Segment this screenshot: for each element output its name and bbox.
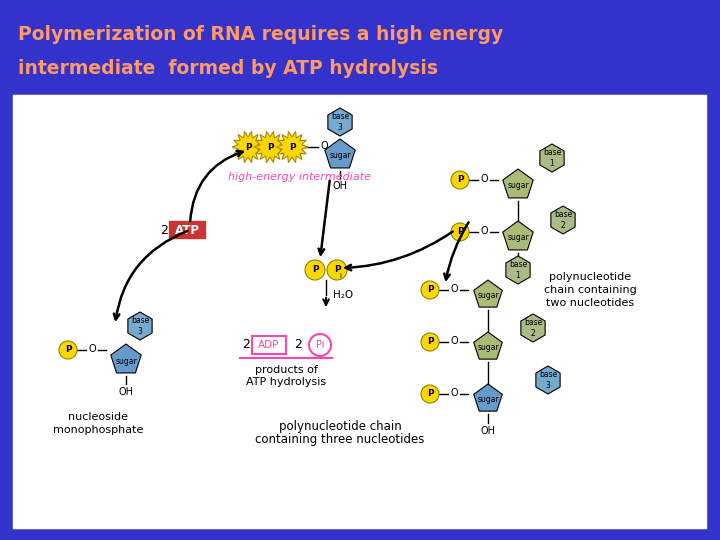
Circle shape	[421, 385, 439, 403]
Text: OH: OH	[480, 426, 495, 436]
Text: base
2: base 2	[554, 210, 572, 230]
Text: containing three nucleotides: containing three nucleotides	[256, 433, 425, 446]
Text: sugar: sugar	[507, 233, 529, 242]
Text: base
2: base 2	[524, 318, 542, 338]
Text: base
3: base 3	[331, 112, 349, 132]
Text: products of: products of	[255, 365, 318, 375]
Text: P: P	[312, 266, 318, 274]
Text: O: O	[450, 336, 458, 346]
Text: sugar: sugar	[477, 292, 499, 300]
Text: two nucleotides: two nucleotides	[546, 298, 634, 308]
Polygon shape	[254, 131, 286, 163]
Polygon shape	[521, 314, 545, 342]
Polygon shape	[506, 256, 530, 284]
Circle shape	[305, 260, 325, 280]
Polygon shape	[111, 344, 141, 373]
Text: ATP: ATP	[174, 224, 199, 237]
Text: base
1: base 1	[509, 260, 527, 280]
Text: H₂O: H₂O	[333, 290, 353, 300]
Text: P: P	[427, 286, 433, 294]
Text: Pi: Pi	[316, 340, 324, 350]
Circle shape	[421, 333, 439, 351]
Text: P: P	[289, 143, 295, 152]
Text: base
1: base 1	[543, 148, 561, 168]
Text: nucleoside: nucleoside	[68, 412, 128, 422]
Text: polynucleotide chain: polynucleotide chain	[279, 420, 401, 433]
Text: ATP hydrolysis: ATP hydrolysis	[246, 377, 326, 387]
Text: sugar: sugar	[115, 356, 137, 366]
Text: 2: 2	[160, 224, 168, 237]
Text: Polymerization of RNA requires a high energy: Polymerization of RNA requires a high en…	[18, 25, 503, 44]
Text: sugar: sugar	[507, 181, 529, 191]
Polygon shape	[551, 206, 575, 234]
Text: O: O	[450, 388, 458, 398]
Text: P: P	[266, 143, 274, 152]
Polygon shape	[474, 384, 503, 411]
Text: OH: OH	[510, 265, 526, 275]
FancyBboxPatch shape	[0, 0, 720, 90]
Text: OH: OH	[333, 181, 348, 191]
Text: P: P	[427, 338, 433, 347]
FancyBboxPatch shape	[169, 221, 205, 238]
Circle shape	[309, 334, 331, 356]
Text: base
3: base 3	[131, 316, 149, 336]
Text: sugar: sugar	[477, 395, 499, 404]
Text: high-energy intermediate: high-energy intermediate	[228, 172, 372, 182]
Text: O: O	[450, 284, 458, 294]
Circle shape	[451, 171, 469, 189]
Text: OH: OH	[119, 387, 133, 397]
Circle shape	[421, 281, 439, 299]
Polygon shape	[474, 332, 503, 359]
FancyBboxPatch shape	[252, 336, 286, 354]
Text: P: P	[456, 227, 463, 237]
Circle shape	[59, 341, 77, 359]
Text: 2: 2	[294, 339, 302, 352]
Text: base
3: base 3	[539, 370, 557, 390]
Text: sugar: sugar	[477, 343, 499, 353]
Text: 2: 2	[242, 339, 250, 352]
Text: P: P	[456, 176, 463, 185]
Circle shape	[327, 260, 347, 280]
Text: O: O	[320, 141, 328, 151]
Text: chain containing: chain containing	[544, 285, 636, 295]
Circle shape	[451, 223, 469, 241]
Text: sugar: sugar	[329, 152, 351, 160]
Polygon shape	[232, 131, 264, 163]
Text: P: P	[65, 346, 71, 354]
Polygon shape	[328, 108, 352, 136]
Text: P: P	[333, 266, 341, 274]
Polygon shape	[503, 221, 534, 250]
Text: O: O	[480, 226, 488, 236]
Text: monophosphate: monophosphate	[53, 425, 143, 435]
Polygon shape	[128, 312, 152, 340]
Text: intermediate  formed by ATP hydrolysis: intermediate formed by ATP hydrolysis	[18, 58, 438, 78]
Text: P: P	[427, 389, 433, 399]
Text: O: O	[88, 344, 96, 354]
FancyBboxPatch shape	[10, 92, 710, 532]
Text: P: P	[245, 143, 251, 152]
Polygon shape	[536, 366, 560, 394]
Polygon shape	[503, 169, 534, 198]
Text: i: i	[339, 273, 341, 279]
Text: ADP: ADP	[258, 340, 279, 350]
Polygon shape	[325, 139, 355, 168]
Polygon shape	[474, 280, 503, 307]
Text: O: O	[480, 174, 488, 184]
Polygon shape	[276, 131, 308, 163]
Polygon shape	[540, 144, 564, 172]
Text: polynucleotide: polynucleotide	[549, 272, 631, 282]
